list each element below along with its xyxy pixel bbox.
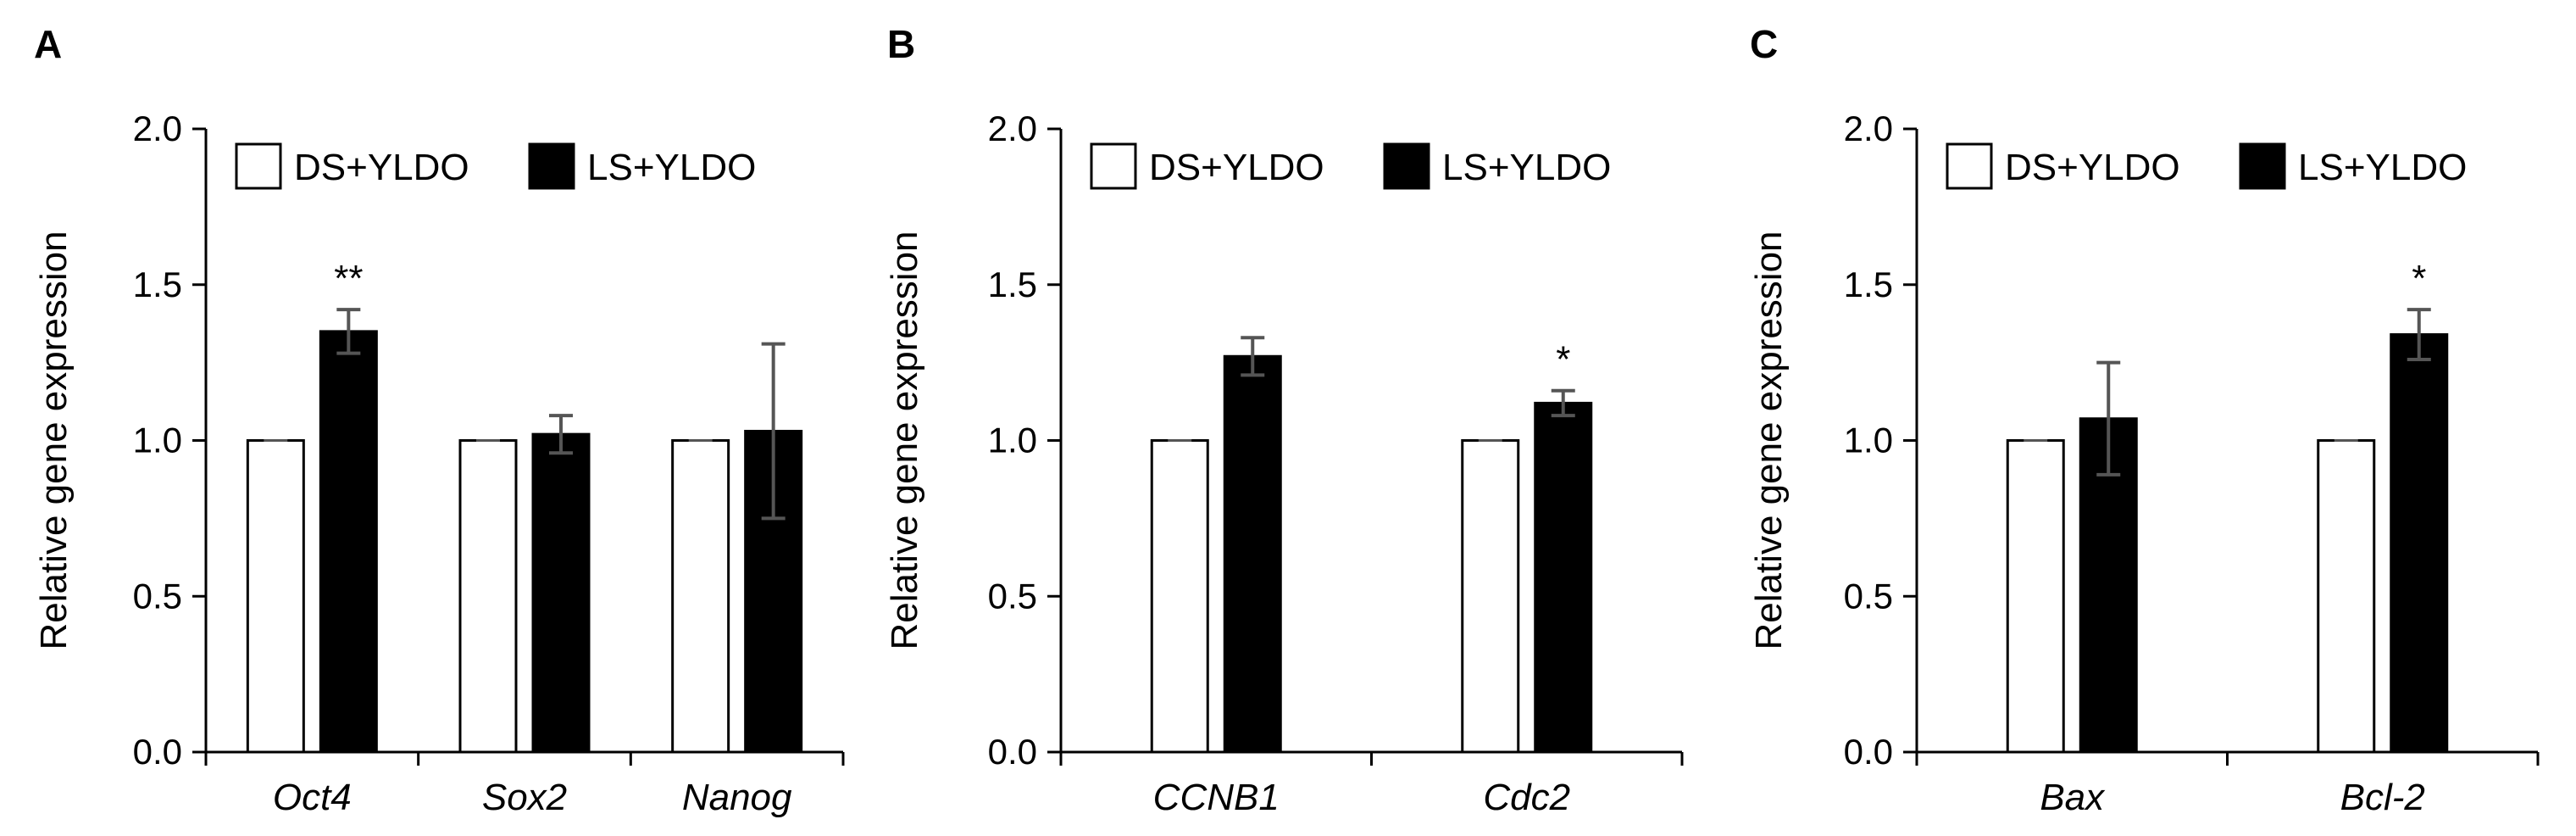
bar-ls-yldo-ccnb1 [1223,354,1282,754]
y-tick-label: 0.5 [133,576,182,616]
legend-label: DS+YLDO [2005,147,2180,188]
legend-swatch [528,142,575,190]
legend-swatch [1090,142,1137,190]
y-tick-label: 2.0 [1844,109,1893,148]
bar-ls-yldo-bcl-2 [2390,333,2449,754]
significance-marker: * [2412,258,2426,299]
y-axis-title: Relative gene expression [884,231,925,649]
y-tick-label: 1.0 [133,421,182,460]
x-category-label: Bcl-2 [2340,777,2425,818]
y-tick-label: 1.5 [988,265,1037,304]
y-axis-title: Relative gene expression [33,231,75,649]
legend-swatch [235,142,282,190]
y-tick-label: 1.5 [1844,265,1893,304]
legend-label: LS+YLDO [1442,147,1611,188]
x-category-label: CCNB1 [1153,777,1280,818]
panel-letter: B [887,22,915,66]
significance-marker: ** [334,258,363,299]
y-tick-label: 2.0 [133,109,182,148]
y-tick-label: 1.0 [988,421,1037,460]
legend-label: DS+YLDO [294,147,469,188]
bar-ls-yldo-oct4 [319,330,378,754]
significance-marker: * [1556,339,1570,381]
bar-ds-yldo-ccnb1 [1150,439,1209,754]
chart-panel-b: B Relative gene expression 0.0 0.5 1.0 1.5 2.0… [884,22,1684,818]
x-category-label: Sox2 [482,777,567,818]
bar-ds-yldo-bcl-2 [2317,439,2376,754]
legend-swatch [1383,142,1430,190]
y-tick-label: 0.5 [988,576,1037,616]
legend-label: LS+YLDO [2298,147,2467,188]
panel-letter: C [1750,22,1778,66]
x-category-label: Cdc2 [1483,777,1570,818]
bar-ds-yldo-nanog [671,439,730,754]
y-tick-label: 1.0 [1844,421,1893,460]
y-tick-label: 0.5 [1844,576,1893,616]
y-tick-label: 2.0 [988,109,1037,148]
bar-ls-yldo-cdc2 [1534,401,1593,754]
y-tick-label: 0.0 [988,732,1037,772]
legend-label: DS+YLDO [1149,147,1324,188]
x-category-label: Oct4 [273,777,352,818]
y-tick-label: 0.0 [133,732,182,772]
bar-ds-yldo-sox2 [458,439,518,754]
bar-ds-yldo-cdc2 [1461,439,1520,754]
chart-panel-a: A Relative gene expression 0.0 0.5 1.0 1.5 2.0… [33,22,845,818]
legend-swatch [2239,142,2286,190]
chart-panel-c: C Relative gene expression 0.0 0.5 1.0 1.5 2.0… [1748,22,2540,818]
x-category-label: Bax [2040,777,2106,818]
bar-ds-yldo-oct4 [246,439,305,754]
legend-label: LS+YLDO [587,147,756,188]
bar-ls-yldo-sox2 [531,432,591,754]
y-axis-title: Relative gene expression [1748,231,1790,649]
panel-letter: A [34,22,62,66]
y-tick-label: 1.5 [133,265,182,304]
x-category-label: Nanog [682,777,792,818]
legend-swatch [1946,142,1993,190]
y-tick-label: 0.0 [1844,732,1893,772]
bar-ds-yldo-bax [2006,439,2065,754]
